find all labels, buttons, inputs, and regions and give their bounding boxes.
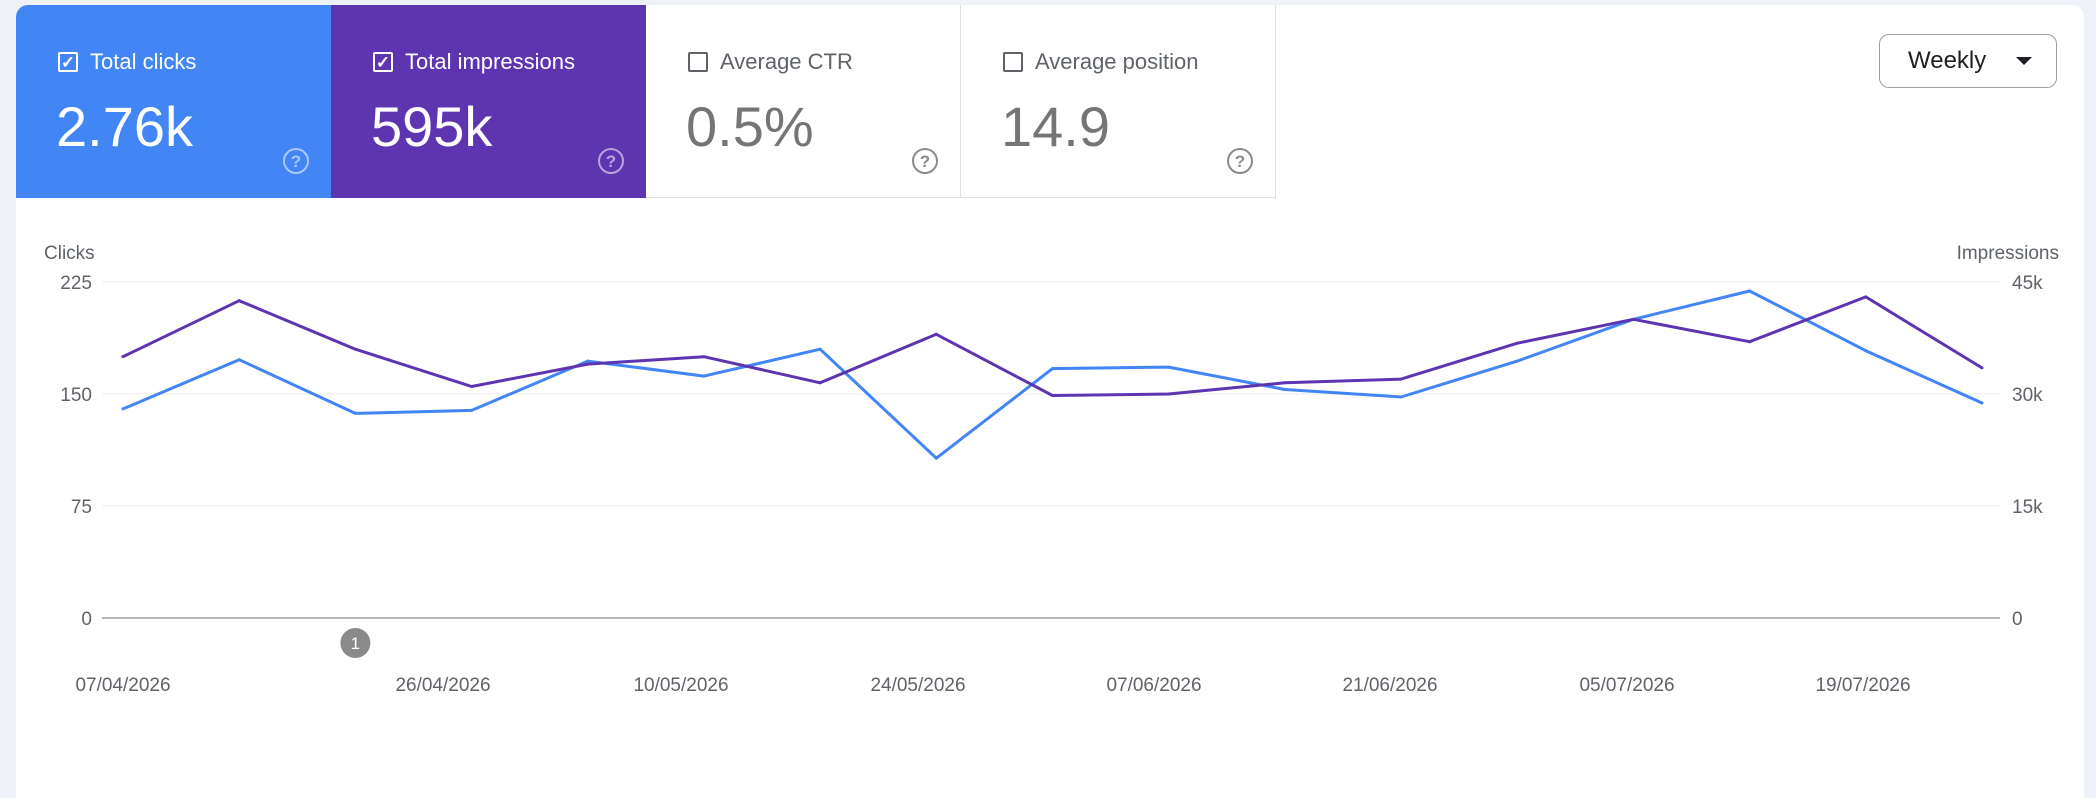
- x-tick-label: 21/06/2026: [1342, 675, 1437, 696]
- x-tick-label: 07/06/2026: [1106, 675, 1201, 696]
- data-point-impressions: [586, 362, 590, 366]
- metric-label: Total impressions: [405, 49, 575, 74]
- data-point-impressions: [1399, 377, 1403, 381]
- x-tick-label: 19/07/2026: [1815, 675, 1910, 696]
- data-point-impressions: [1051, 393, 1054, 397]
- metric-total-clicks[interactable]: ✓ Total clicks 2.76k ?: [16, 5, 331, 198]
- data-point-impressions: [1748, 340, 1752, 344]
- data-point-clicks: [237, 358, 241, 362]
- metric-header: ✓ Total clicks: [58, 49, 196, 75]
- data-point-clicks: [121, 407, 125, 411]
- data-point-impressions: [1631, 317, 1635, 321]
- data-point-impressions: [237, 299, 241, 303]
- checkbox-unchecked-icon[interactable]: [688, 52, 708, 72]
- annotation-label: 1: [351, 634, 360, 653]
- annotation-marker: [340, 628, 371, 658]
- data-point-impressions: [121, 355, 125, 359]
- x-tick-label: 10/05/2026: [633, 675, 728, 696]
- metric-label: Average CTR: [720, 49, 853, 74]
- data-point-clicks: [818, 347, 822, 351]
- y-right-tick-label: 45k: [2012, 273, 2043, 294]
- x-tick-label: 07/04/2026: [75, 675, 170, 696]
- data-point-impressions: [470, 385, 474, 389]
- data-point-impressions: [1515, 341, 1519, 345]
- metric-total-impressions[interactable]: ✓ Total impressions 595k ?: [331, 5, 646, 198]
- metric-value: 14.9: [1001, 95, 1110, 158]
- metric-label: Average position: [1035, 49, 1199, 74]
- help-icon[interactable]: ?: [283, 148, 309, 174]
- metric-value: 595k: [371, 95, 493, 158]
- data-point-clicks: [934, 456, 938, 460]
- y-left-tick-label: 75: [71, 497, 92, 518]
- y-left-tick-label: 225: [60, 273, 92, 294]
- y-right-tick-label: 30k: [2012, 385, 2043, 406]
- data-point-clicks: [1167, 365, 1171, 369]
- data-point-clicks: [586, 359, 590, 363]
- data-point-impressions: [1167, 392, 1171, 396]
- x-tick-label: 05/07/2026: [1579, 675, 1674, 696]
- data-point-impressions: [934, 332, 938, 336]
- data-point-clicks: [1399, 395, 1403, 399]
- caret-down-icon: [2016, 57, 2032, 65]
- metric-average-ctr[interactable]: Average CTR 0.5% ?: [646, 5, 961, 198]
- checkbox-checked-icon[interactable]: ✓: [373, 52, 393, 72]
- help-icon[interactable]: ?: [1227, 148, 1253, 174]
- y-right-axis-title: Impressions: [1957, 243, 2059, 264]
- checkbox-unchecked-icon[interactable]: [1003, 52, 1023, 72]
- metric-average-position[interactable]: Average position 14.9 ?: [961, 5, 1276, 198]
- data-point-clicks: [702, 374, 706, 378]
- series-line-clicks: [122, 289, 1983, 460]
- data-point-clicks: [1864, 349, 1868, 353]
- data-point-clicks: [1980, 401, 1984, 405]
- data-point-impressions: [818, 381, 822, 385]
- data-point-impressions: [1980, 366, 1984, 370]
- metric-value: 2.76k: [56, 95, 193, 158]
- data-point-clicks: [470, 408, 474, 412]
- period-dropdown-value: Weekly: [1908, 47, 1987, 74]
- x-tick-label: 26/04/2026: [395, 675, 490, 696]
- data-point-clicks: [1051, 367, 1054, 371]
- metric-header: Average position: [1003, 49, 1199, 75]
- y-left-tick-label: 150: [60, 385, 92, 406]
- y-right-tick-label: 0: [2012, 609, 2023, 630]
- data-point-impressions: [353, 347, 357, 351]
- data-point-impressions: [1864, 295, 1868, 299]
- metric-value: 0.5%: [686, 95, 814, 158]
- performance-card: ✓ Total clicks 2.76k ? ✓ Total impressio…: [16, 5, 2084, 798]
- metrics-bar: ✓ Total clicks 2.76k ? ✓ Total impressio…: [16, 5, 1276, 198]
- metric-header: Average CTR: [688, 49, 853, 75]
- data-point-impressions: [1283, 381, 1287, 385]
- series-line-impressions: [122, 295, 1983, 397]
- y-left-tick-label: 0: [81, 609, 92, 630]
- checkbox-checked-icon[interactable]: ✓: [58, 52, 78, 72]
- performance-chart: Clicks Impressions 225 45k 150 30k 75 15k 0 0 07/0…: [44, 243, 2059, 696]
- y-right-tick-label: 15k: [2012, 497, 2043, 518]
- data-point-clicks: [353, 411, 357, 415]
- data-point-impressions: [702, 355, 706, 359]
- help-icon[interactable]: ?: [598, 148, 624, 174]
- metric-header: ✓ Total impressions: [373, 49, 575, 75]
- help-icon[interactable]: ?: [912, 148, 938, 174]
- metric-label: Total clicks: [90, 49, 197, 74]
- y-left-axis-title: Clicks: [44, 243, 95, 264]
- x-tick-label: 24/05/2026: [870, 675, 965, 696]
- data-point-clicks: [1283, 388, 1287, 392]
- data-point-clicks: [1515, 359, 1519, 363]
- data-point-clicks: [1748, 289, 1752, 293]
- period-dropdown[interactable]: Weekly: [1879, 34, 2057, 88]
